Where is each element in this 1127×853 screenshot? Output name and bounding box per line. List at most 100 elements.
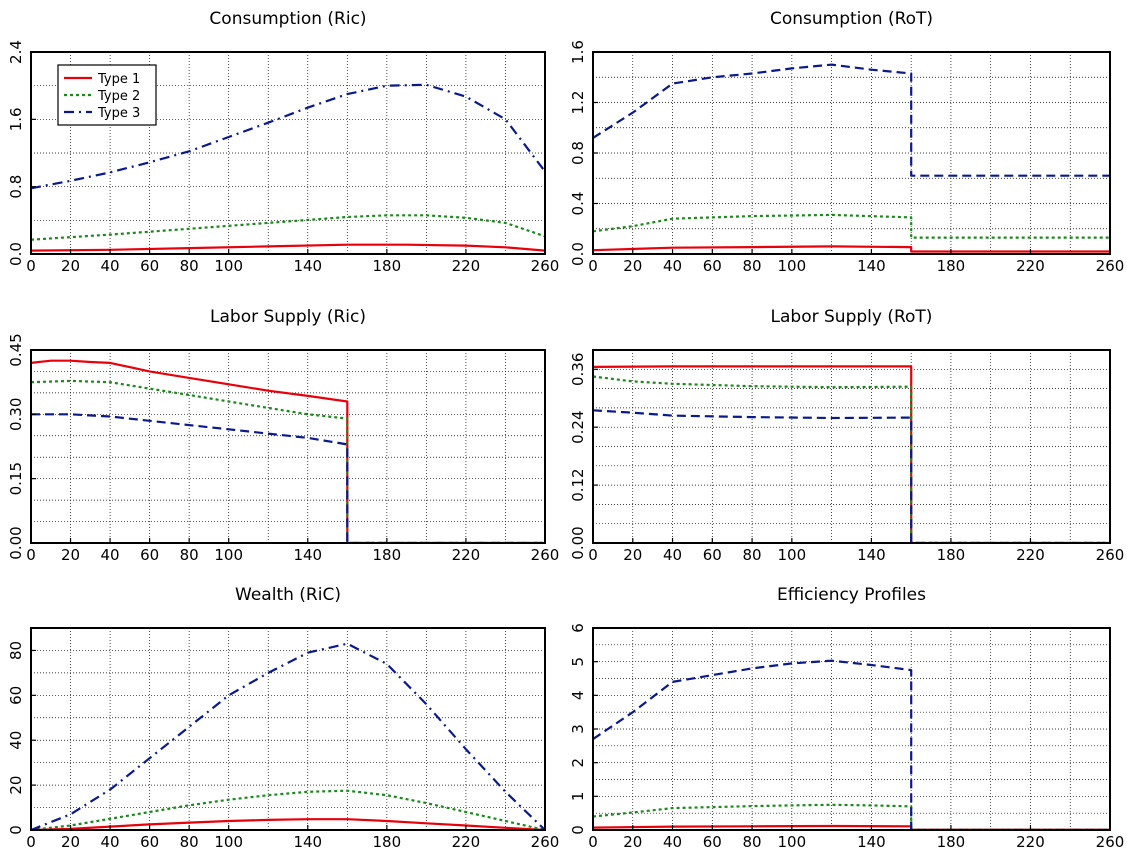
x-tick-label: 140 [293, 257, 322, 275]
y-tick-label: 4 [569, 691, 587, 701]
plot-frame [30, 51, 546, 255]
x-tick-label: 80 [743, 257, 762, 275]
x-tick-label: 220 [452, 833, 481, 849]
x-tick-label: 60 [703, 833, 722, 849]
x-tick-label: 20 [623, 257, 642, 275]
series-group [31, 359, 545, 543]
y-tick-label: 6 [569, 623, 587, 633]
y-tick-label: 1.6 [569, 40, 587, 64]
chart-panel-5: Wealth (RiC) 0 20 40 60 80 100 140 180 220 260 0 20 4… [7, 585, 559, 851]
y-tick-label: 1.6 [7, 107, 25, 131]
y-tick-label: 0.24 [569, 410, 587, 443]
y-tick-label: 0.00 [569, 526, 587, 559]
y-tick-label: 3 [569, 724, 587, 734]
x-tick-label: 20 [623, 833, 642, 849]
grid-lines [593, 628, 1110, 830]
x-tick-label: 40 [663, 257, 682, 275]
series-line-type-3 [31, 83, 545, 190]
x-tick-label: 80 [743, 833, 762, 849]
y-tick-label: 0 [7, 825, 25, 835]
series-line-type-2 [31, 789, 545, 830]
y-tick-label: 1.2 [569, 91, 587, 115]
series-group [593, 659, 1110, 830]
legend-label: Type 2 [97, 89, 140, 104]
chart-title: Consumption (Ric) [209, 9, 366, 29]
series-line-type-1 [31, 818, 545, 830]
y-tick-label: 0.8 [569, 141, 587, 165]
series-group [31, 642, 545, 830]
series-line-type-3 [593, 63, 1110, 177]
y-tick-label: 0.00 [7, 526, 25, 559]
x-tick-label: 220 [1016, 833, 1045, 849]
x-tick-label: 40 [101, 257, 120, 275]
chart-title: Labor Supply (Ric) [210, 307, 366, 327]
series-line-type-1 [31, 359, 545, 543]
y-tick-label: 2.4 [7, 40, 25, 64]
x-tick-label: 60 [703, 257, 722, 275]
series-line-type-1 [593, 365, 1110, 543]
y-tick-label: 0 [569, 825, 587, 835]
y-tick-label: 0.15 [7, 462, 25, 495]
x-tick-label: 80 [743, 546, 762, 564]
x-tick-label: 180 [937, 546, 966, 564]
y-tick-label: 0.0 [7, 242, 25, 266]
plot-frame [30, 349, 546, 544]
series-line-type-2 [593, 213, 1110, 239]
x-tick-label: 260 [531, 257, 560, 275]
series-line-type-2 [31, 214, 545, 241]
x-tick-label: 220 [452, 546, 481, 564]
x-tick-label: 140 [857, 257, 886, 275]
legend-box [57, 64, 157, 126]
x-tick-label: 220 [1016, 257, 1045, 275]
grid-lines [31, 350, 545, 543]
x-tick-label: 180 [373, 833, 402, 849]
x-tick-label: 100 [214, 546, 243, 564]
series-group [593, 63, 1110, 253]
x-tick-label: 180 [937, 833, 966, 849]
y-tick-label: 2 [569, 758, 587, 768]
series-line-type-2 [593, 375, 1110, 543]
legend-label: Type 3 [97, 106, 140, 121]
x-tick-label: 60 [140, 833, 159, 849]
x-tick-label: 60 [703, 546, 722, 564]
y-tick-label: 0.12 [569, 468, 587, 501]
x-tick-label: 20 [623, 546, 642, 564]
chart-title: Consumption (RoT) [770, 9, 933, 29]
x-tick-label: 40 [101, 833, 120, 849]
series-line-type-1 [593, 245, 1110, 253]
x-tick-label: 20 [61, 546, 80, 564]
series-line-type-3 [31, 642, 545, 830]
y-tick-label: 0.4 [569, 192, 587, 216]
y-tick-label: 0.45 [7, 333, 25, 366]
x-tick-label: 60 [140, 257, 159, 275]
y-tick-label: 0.30 [7, 398, 25, 431]
x-tick-label: 40 [663, 546, 682, 564]
x-tick-label: 140 [857, 546, 886, 564]
x-tick-label: 260 [1096, 257, 1125, 275]
chart-title: Wealth (RiC) [235, 585, 341, 605]
y-tick-label: 60 [7, 686, 25, 705]
x-tick-label: 140 [293, 546, 322, 564]
x-tick-label: 100 [778, 833, 807, 849]
x-tick-label: 20 [61, 257, 80, 275]
legend: Type 1 Type 2 Type 3 [57, 64, 157, 126]
y-tick-label: 40 [7, 731, 25, 750]
x-tick-label: 100 [214, 257, 243, 275]
chart-title: Labor Supply (RoT) [771, 307, 933, 327]
series-line-type-3 [593, 659, 1110, 830]
x-tick-label: 260 [1096, 546, 1125, 564]
y-tick-label: 0.36 [569, 353, 587, 386]
series-line-type-3 [593, 409, 1110, 543]
x-tick-label: 220 [452, 257, 481, 275]
series-line-type-1 [31, 243, 545, 252]
series-line-type-3 [31, 413, 545, 543]
x-tick-label: 40 [663, 833, 682, 849]
x-tick-label: 60 [140, 546, 159, 564]
x-tick-label: 260 [1096, 833, 1125, 849]
grid-lines [593, 350, 1110, 543]
x-tick-label: 80 [180, 546, 199, 564]
x-tick-label: 0 [26, 546, 36, 564]
